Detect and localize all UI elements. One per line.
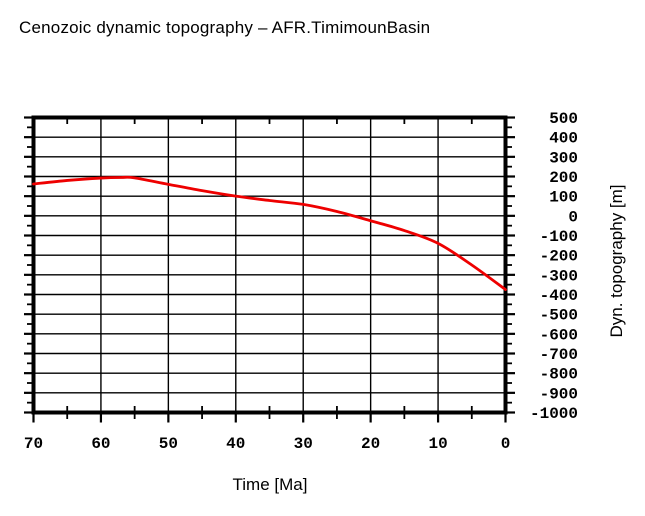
y-tick-label: -1000 xyxy=(530,405,578,423)
x-tick-label: 10 xyxy=(428,435,447,453)
y-tick-label: -900 xyxy=(540,385,578,403)
y-tick-label: -100 xyxy=(540,228,578,246)
y-tick-label: 400 xyxy=(549,130,578,148)
x-tick-label: 40 xyxy=(226,435,245,453)
x-tick-label: 30 xyxy=(294,435,313,453)
y-axis-title: Dyn. topography [m] xyxy=(607,184,626,338)
y-tick-label: 300 xyxy=(549,149,578,167)
x-axis-title: Time [Ma] xyxy=(232,475,308,494)
y-tick-label: 200 xyxy=(549,169,578,187)
x-tick-label: 20 xyxy=(361,435,380,453)
y-tick-label: -500 xyxy=(540,307,578,325)
chart-title: Cenozoic dynamic topography – AFR.Timimo… xyxy=(19,18,431,37)
y-tick-label: -600 xyxy=(540,326,578,344)
y-tick-label: 500 xyxy=(549,110,578,128)
y-tick-label: -800 xyxy=(540,366,578,384)
y-tick-label: -300 xyxy=(540,267,578,285)
y-tick-label: -400 xyxy=(540,287,578,305)
y-tick-label: -200 xyxy=(540,248,578,266)
y-tick-label: -700 xyxy=(540,346,578,364)
x-tick-label: 70 xyxy=(24,435,43,453)
x-tick-label: 50 xyxy=(159,435,178,453)
y-tick-label: 100 xyxy=(549,189,578,207)
x-tick-label: 60 xyxy=(91,435,110,453)
y-tick-label: 0 xyxy=(568,208,578,226)
x-tick-label: 0 xyxy=(501,435,511,453)
